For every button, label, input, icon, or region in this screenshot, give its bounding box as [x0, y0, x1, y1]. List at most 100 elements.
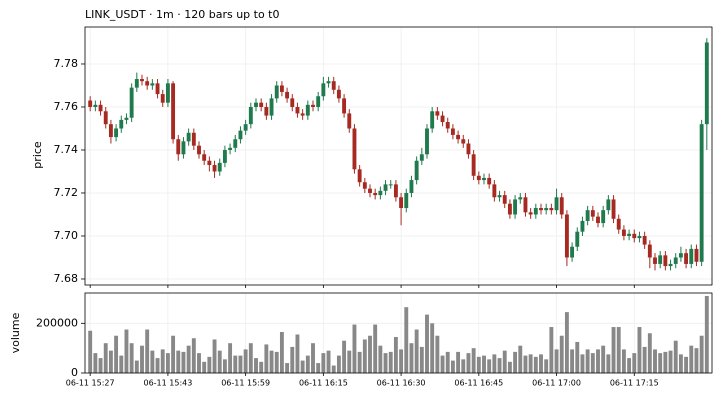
volume-bar — [285, 363, 290, 373]
volume-bar — [222, 359, 227, 373]
candle-body — [217, 162, 222, 172]
volume-bar — [518, 345, 523, 373]
candle-body — [108, 124, 113, 138]
volume-bar — [461, 359, 466, 373]
y-tick-label: 0 — [71, 366, 78, 379]
candle-body — [663, 255, 668, 267]
volume-bar — [627, 358, 632, 373]
volume-bar — [632, 353, 637, 373]
volume-bar — [409, 343, 414, 373]
volume-bar — [523, 355, 528, 373]
candle-body — [596, 216, 600, 224]
volume-bar — [383, 353, 388, 373]
candle-body — [694, 248, 699, 262]
candle-body — [197, 145, 201, 155]
candle-body — [326, 81, 331, 84]
candle-body — [570, 246, 575, 258]
candle-body — [419, 154, 424, 161]
volume-bar — [404, 307, 409, 373]
candle-body — [378, 190, 383, 196]
candle-body — [476, 175, 481, 181]
volume-bar — [217, 350, 222, 373]
volume-bar — [699, 335, 704, 373]
y-tick-label: 7.76 — [54, 100, 79, 113]
x-tick-label: 06-11 17:00 — [532, 379, 581, 388]
candle-body — [290, 98, 295, 107]
volume-bar — [191, 338, 196, 373]
candle-body — [673, 257, 678, 264]
candle-body — [507, 203, 512, 215]
volume-bar — [647, 333, 652, 373]
volume-bar — [616, 327, 621, 373]
x-tick-label: 06-11 16:45 — [454, 379, 503, 388]
candle-body — [300, 113, 305, 116]
volume-bar — [539, 354, 543, 373]
candle-body — [357, 169, 362, 183]
volume-bar — [476, 356, 481, 373]
volume-bar — [414, 329, 419, 373]
volume-bar — [544, 359, 549, 373]
candle-body — [445, 122, 450, 129]
volume-bar — [564, 312, 569, 373]
candle-body — [590, 210, 595, 217]
candle-body — [456, 134, 461, 140]
volume-bar — [181, 351, 186, 373]
volume-bar — [388, 351, 393, 373]
x-tick-label: 06-11 15:27 — [66, 379, 115, 388]
candle-body — [362, 182, 367, 189]
volume-bar — [399, 349, 404, 373]
volume-bar — [352, 324, 357, 373]
volume-bar — [528, 354, 533, 373]
volume-bar — [103, 343, 108, 373]
volume-bar — [694, 348, 699, 373]
candle-body — [176, 139, 181, 155]
volume-bar — [502, 350, 507, 373]
candle-body — [114, 128, 119, 138]
volume-bar — [482, 355, 486, 373]
candle-body — [647, 244, 652, 258]
candle-body — [627, 233, 632, 236]
candle-body — [124, 117, 129, 120]
candle-body — [352, 128, 357, 170]
volume-bar — [456, 351, 461, 373]
volume-bar — [368, 335, 372, 373]
candle-body — [134, 79, 139, 88]
volume-bar — [228, 343, 233, 373]
x-tick-label: 06-11 15:43 — [143, 379, 192, 388]
candle-body — [637, 235, 642, 239]
volume-bar — [279, 332, 284, 373]
volume-bar — [507, 361, 512, 373]
volume-bar — [119, 355, 124, 373]
volume-bar — [668, 350, 673, 373]
candle-body — [383, 184, 388, 191]
volume-bar — [559, 335, 564, 373]
y-tick-label: 7.78 — [54, 57, 79, 70]
volume-bar — [492, 354, 497, 373]
plot-frame — [84, 26, 713, 286]
candle-body — [549, 208, 554, 211]
candle-body — [373, 192, 378, 196]
candle-body — [653, 257, 657, 264]
volume-bar — [658, 353, 663, 373]
y-tick-label: 7.74 — [54, 143, 79, 156]
y-axis-label: price — [31, 141, 44, 169]
volume-bar — [466, 353, 471, 373]
volume-bar — [108, 350, 113, 373]
volume-bar — [316, 363, 321, 373]
volume-bar — [590, 353, 595, 373]
x-tick-label: 06-11 17:15 — [610, 379, 659, 388]
candle-body — [414, 160, 419, 181]
volume-bar — [621, 349, 626, 373]
candle-body — [668, 263, 673, 267]
candle-body — [388, 184, 393, 186]
candle-body — [502, 195, 507, 204]
volume-bar — [243, 349, 248, 373]
volume-bar — [611, 327, 616, 373]
volume-bar — [238, 355, 243, 373]
candle-body — [222, 149, 227, 163]
volume-bar — [419, 346, 424, 373]
volume-bar — [150, 350, 155, 373]
volume-bar — [642, 346, 647, 373]
volume-bar — [259, 361, 264, 373]
volume-bar — [440, 355, 445, 373]
